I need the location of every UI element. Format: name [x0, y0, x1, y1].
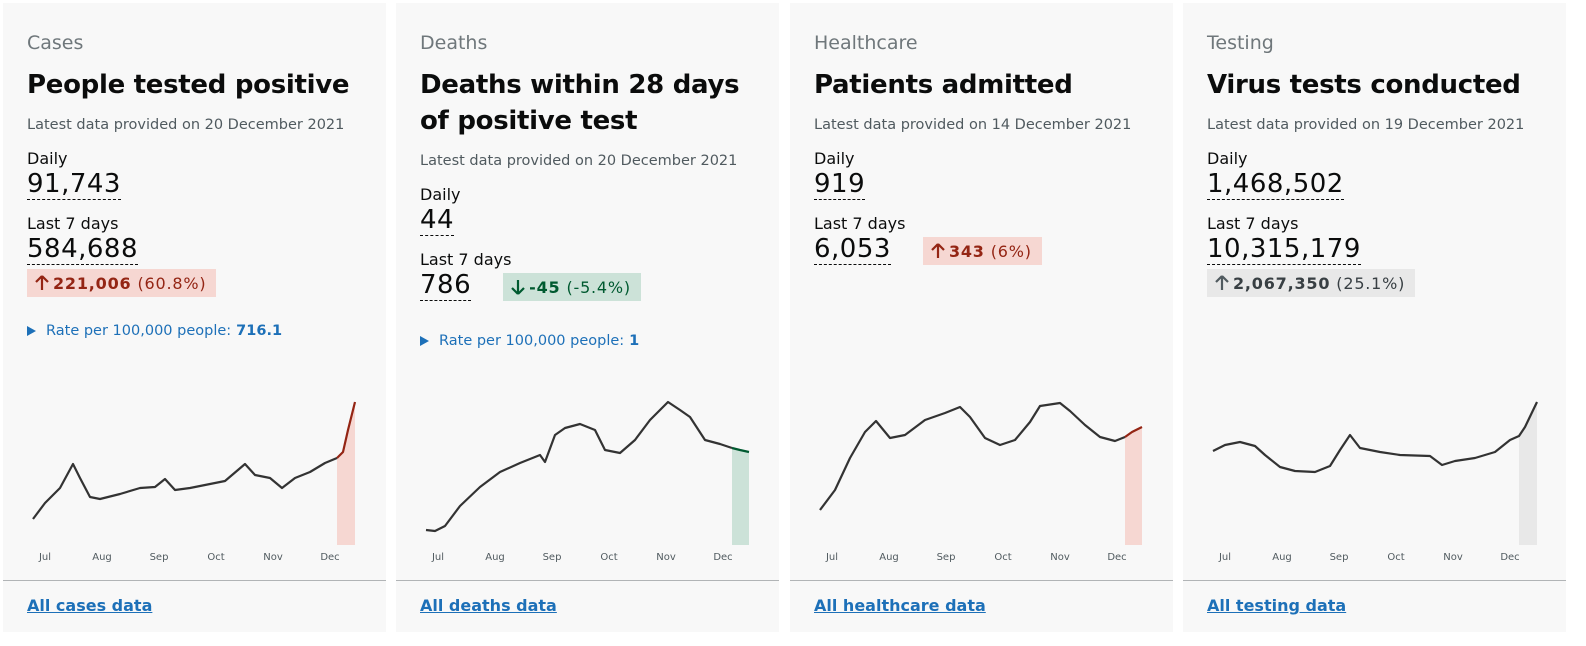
daily-label: Daily [814, 149, 855, 168]
change-badge: 343 (6%) [922, 237, 1042, 265]
triangle-icon [27, 326, 36, 336]
daily-label: Daily [1207, 149, 1248, 168]
arrow-icon [35, 275, 49, 290]
arrow-icon [511, 280, 525, 295]
change-value: -45 [529, 277, 561, 297]
card: Cases People tested positive Latest data p… [3, 3, 386, 632]
card-title: Patients admitted [814, 70, 1073, 100]
change-value: 343 [948, 241, 985, 261]
week-label: Last 7 days [420, 250, 512, 269]
week-value: 10,315,179 [1207, 234, 1361, 265]
latest-date: Latest data provided on 19 December 2021 [1207, 117, 1525, 133]
latest-date: Latest data provided on 20 December 2021 [27, 117, 345, 133]
category: Healthcare [814, 32, 918, 54]
triangle-icon [420, 336, 429, 346]
card: Healthcare Patients admitted Latest data p… [790, 3, 1173, 632]
rate-label: Rate per 100,000 people: [439, 333, 625, 349]
change-percent: (60.8%) [137, 273, 207, 293]
divider [790, 580, 1173, 581]
week-value: 6,053 [814, 234, 891, 265]
category: Testing [1207, 32, 1274, 54]
change-percent: (25.1%) [1336, 273, 1406, 293]
divider [396, 580, 779, 581]
latest-date: Latest data provided on 20 December 2021 [420, 153, 738, 169]
change-value: 2,067,350 [1233, 273, 1331, 293]
change-badge: 2,067,350 (25.1%) [1207, 269, 1416, 297]
week-row: 786 -45 (-5.4%) [420, 270, 779, 301]
category: Deaths [420, 32, 488, 54]
card: Deaths Deaths within 28 days of positive … [396, 3, 779, 632]
latest-date: Latest data provided on 14 December 2021 [814, 117, 1132, 133]
week-row: 6,053 343 (6%) [814, 234, 1173, 265]
rate-value: 716.1 [236, 323, 283, 339]
card-title: Deaths within 28 days of positive test [420, 70, 740, 136]
card-title: People tested positive [27, 70, 350, 100]
rate-value: 1 [629, 333, 640, 349]
daily-value: 1,468,502 [1207, 169, 1344, 200]
data-link[interactable]: All deaths data [420, 596, 557, 615]
change-value: 221,006 [53, 273, 132, 293]
arrow-icon [1215, 275, 1229, 290]
data-link[interactable]: All cases data [27, 596, 153, 615]
divider [3, 580, 386, 581]
week-value: 786 [420, 270, 472, 301]
daily-value: 91,743 [27, 169, 121, 200]
card: Testing Virus tests conducted Latest data … [1183, 3, 1566, 632]
week-label: Last 7 days [27, 214, 119, 233]
change-badge: -45 (-5.4%) [503, 273, 641, 301]
daily-label: Daily [27, 149, 68, 168]
arrow-icon [931, 243, 945, 258]
data-link[interactable]: All testing data [1207, 596, 1347, 615]
change-badge: 221,006 (60.8%) [27, 269, 217, 297]
card-title: Virus tests conducted [1207, 70, 1521, 100]
week-row: 584,688 [27, 234, 386, 265]
change-percent: (-5.4%) [566, 277, 631, 297]
rate-toggle[interactable]: Rate per 100,000 people: 716.1 [27, 323, 386, 339]
divider [1183, 580, 1566, 581]
week-label: Last 7 days [814, 214, 906, 233]
week-label: Last 7 days [1207, 214, 1299, 233]
daily-label: Daily [420, 185, 461, 204]
rate-label: Rate per 100,000 people: [46, 323, 232, 339]
week-row: 10,315,179 [1207, 234, 1566, 265]
data-link[interactable]: All healthcare data [814, 596, 986, 615]
week-value: 584,688 [27, 234, 139, 265]
change-percent: (6%) [990, 241, 1032, 261]
rate-toggle[interactable]: Rate per 100,000 people: 1 [420, 333, 779, 349]
category: Cases [27, 32, 84, 54]
daily-value: 44 [420, 205, 455, 236]
daily-value: 919 [814, 169, 866, 200]
